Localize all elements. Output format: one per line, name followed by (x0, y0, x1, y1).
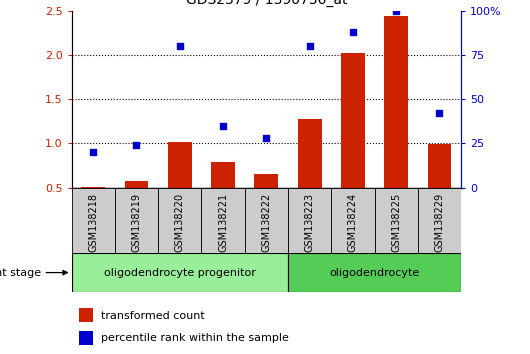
Text: transformed count: transformed count (101, 311, 205, 321)
Bar (331, 188, 375, 253)
Point (132, 142, 141, 148)
Bar (72, 253, 288, 292)
Bar (115, 188, 158, 253)
Point (219, 123, 227, 129)
Title: GDS2379 / 1390736_at: GDS2379 / 1390736_at (186, 0, 347, 7)
Point (435, 110, 444, 116)
Bar (298, 119, 322, 188)
Bar (80, 308, 93, 322)
Bar (168, 143, 192, 188)
Text: GSM138221: GSM138221 (218, 193, 228, 252)
Bar (418, 188, 461, 253)
Point (305, 43, 314, 49)
Bar (125, 181, 148, 188)
Text: oligodendrocyte progenitor: oligodendrocyte progenitor (104, 268, 255, 278)
Point (392, 8, 401, 13)
Text: GSM138223: GSM138223 (305, 193, 315, 252)
Bar (158, 188, 201, 253)
Text: development stage: development stage (0, 268, 41, 278)
Bar (81, 187, 105, 188)
Text: GSM138222: GSM138222 (261, 193, 271, 252)
Text: GSM138229: GSM138229 (435, 193, 445, 252)
Text: percentile rank within the sample: percentile rank within the sample (101, 333, 289, 343)
Text: oligodendrocyte: oligodendrocyte (330, 268, 420, 278)
Bar (375, 188, 418, 253)
Bar (245, 188, 288, 253)
Bar (428, 144, 452, 188)
Point (262, 135, 270, 141)
Bar (288, 188, 331, 253)
Bar (384, 16, 408, 188)
Bar (72, 188, 115, 253)
Point (89, 149, 98, 155)
Bar (80, 331, 93, 344)
Text: GSM138218: GSM138218 (88, 193, 98, 252)
Bar (341, 53, 365, 188)
Bar (201, 188, 245, 253)
Text: GSM138220: GSM138220 (175, 193, 185, 252)
Bar (288, 253, 461, 292)
Bar (254, 175, 278, 188)
Text: GSM138224: GSM138224 (348, 193, 358, 252)
Text: GSM138225: GSM138225 (391, 193, 401, 252)
Bar (211, 162, 235, 188)
Point (349, 29, 357, 35)
Text: GSM138219: GSM138219 (131, 193, 142, 252)
Point (175, 43, 184, 49)
